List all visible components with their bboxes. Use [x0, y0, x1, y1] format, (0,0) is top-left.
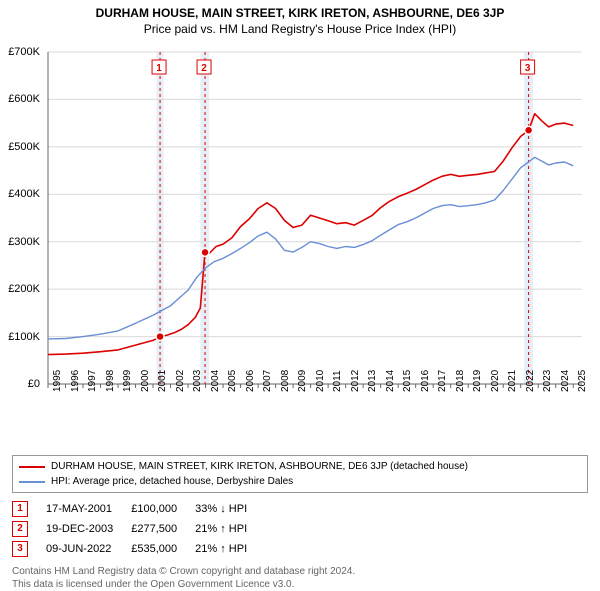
x-tick-label: 2022: [525, 370, 536, 392]
x-tick-label: 2005: [227, 370, 238, 392]
event-delta: 33% ↓ HPI: [195, 499, 265, 519]
legend: DURHAM HOUSE, MAIN STREET, KIRK IRETON, …: [12, 455, 588, 493]
x-tick-label: 2015: [402, 370, 413, 392]
x-tick-label: 2006: [245, 370, 256, 392]
x-tick-label: 2025: [577, 370, 588, 392]
chart-subtitle: Price paid vs. HM Land Registry's House …: [0, 20, 600, 38]
event-marker: 3: [12, 541, 28, 557]
legend-item: HPI: Average price, detached house, Derb…: [19, 474, 581, 489]
legend-label: HPI: Average price, detached house, Derb…: [51, 474, 293, 489]
footer-line-1: Contains HM Land Registry data © Crown c…: [12, 565, 588, 578]
svg-text:3: 3: [525, 63, 531, 74]
x-tick-label: 1996: [70, 370, 81, 392]
y-tick-label: £700K: [0, 46, 40, 58]
x-tick-label: 2009: [297, 370, 308, 392]
x-tick-label: 2004: [210, 370, 221, 392]
event-row: 1 17-MAY-2001£100,00033% ↓ HPI: [12, 499, 265, 519]
event-marker: 1: [12, 501, 28, 517]
event-row: 2 19-DEC-2003£277,50021% ↑ HPI: [12, 519, 265, 539]
svg-text:1: 1: [156, 63, 162, 74]
chart-title: DURHAM HOUSE, MAIN STREET, KIRK IRETON, …: [0, 0, 600, 20]
x-tick-label: 2023: [542, 370, 553, 392]
x-tick-label: 2003: [192, 370, 203, 392]
event-row: 3 09-JUN-2022£535,00021% ↑ HPI: [12, 539, 265, 559]
x-tick-label: 1997: [87, 370, 98, 392]
legend-swatch: [19, 481, 45, 483]
svg-text:2: 2: [201, 63, 207, 74]
x-tick-label: 2002: [175, 370, 186, 392]
event-date: 17-MAY-2001: [46, 499, 131, 519]
x-tick-label: 2016: [420, 370, 431, 392]
event-price: £277,500: [131, 519, 195, 539]
x-tick-label: 2013: [367, 370, 378, 392]
event-price: £100,000: [131, 499, 195, 519]
x-tick-label: 2014: [385, 370, 396, 392]
event-date: 09-JUN-2022: [46, 539, 131, 559]
x-tick-label: 1999: [122, 370, 133, 392]
event-marker: 2: [12, 521, 28, 537]
events-table: 1 17-MAY-2001£100,00033% ↓ HPI 2 19-DEC-200…: [12, 499, 265, 559]
y-tick-label: £300K: [0, 236, 40, 248]
x-tick-label: 2024: [560, 370, 571, 392]
y-tick-label: £600K: [0, 93, 40, 105]
y-tick-label: £100K: [0, 331, 40, 343]
x-tick-label: 2012: [350, 370, 361, 392]
x-tick-label: 2018: [455, 370, 466, 392]
y-tick-label: £500K: [0, 141, 40, 153]
event-delta: 21% ↑ HPI: [195, 519, 265, 539]
x-tick-label: 2007: [262, 370, 273, 392]
legend-swatch: [19, 466, 45, 468]
y-tick-label: £200K: [0, 283, 40, 295]
x-tick-label: 2021: [507, 370, 518, 392]
legend-label: DURHAM HOUSE, MAIN STREET, KIRK IRETON, …: [51, 459, 468, 474]
event-price: £535,000: [131, 539, 195, 559]
x-tick-label: 2000: [140, 370, 151, 392]
x-tick-label: 2008: [280, 370, 291, 392]
x-tick-label: 1995: [52, 370, 63, 392]
line-chart: 1 2 3: [42, 48, 590, 418]
footer: Contains HM Land Registry data © Crown c…: [12, 565, 588, 591]
chart-area: £0£100K£200K£300K£400K£500K£600K£700K 12…: [42, 48, 590, 418]
footer-line-2: This data is licensed under the Open Gov…: [12, 578, 588, 591]
event-delta: 21% ↑ HPI: [195, 539, 265, 559]
legend-item: DURHAM HOUSE, MAIN STREET, KIRK IRETON, …: [19, 459, 581, 474]
x-tick-label: 2010: [315, 370, 326, 392]
x-tick-label: 2001: [157, 370, 168, 392]
x-tick-label: 2020: [490, 370, 501, 392]
x-tick-label: 2017: [437, 370, 448, 392]
y-tick-label: £0: [0, 378, 40, 390]
x-tick-label: 1998: [105, 370, 116, 392]
y-tick-label: £400K: [0, 188, 40, 200]
x-tick-label: 2011: [332, 370, 343, 392]
x-tick-label: 2019: [472, 370, 483, 392]
event-date: 19-DEC-2003: [46, 519, 131, 539]
